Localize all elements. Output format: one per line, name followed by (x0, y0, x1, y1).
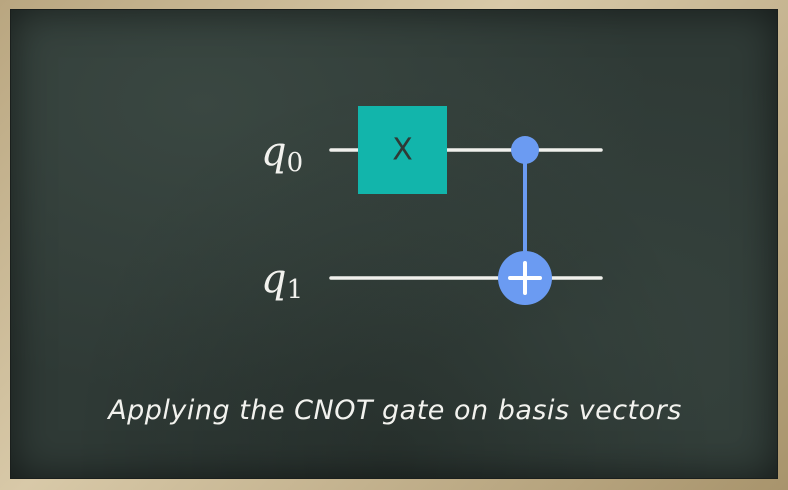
x-gate-label: X (392, 133, 413, 168)
qubit-label-q0: q0 (261, 129, 303, 178)
qubit-label-q0-sub: 0 (287, 148, 304, 178)
qubit-label-q1: q1 (261, 256, 303, 305)
cnot-control-dot (511, 136, 539, 164)
caption: Applying the CNOT gate on basis vectors (11, 395, 779, 426)
qubit-label-q1-sub: 1 (287, 275, 304, 305)
qubit-label-q1-base: q (261, 256, 287, 302)
qubit-label-q0-base: q (261, 129, 287, 175)
chalkboard: q0 q1 X Applying the CNOT gate on basis … (10, 9, 778, 479)
